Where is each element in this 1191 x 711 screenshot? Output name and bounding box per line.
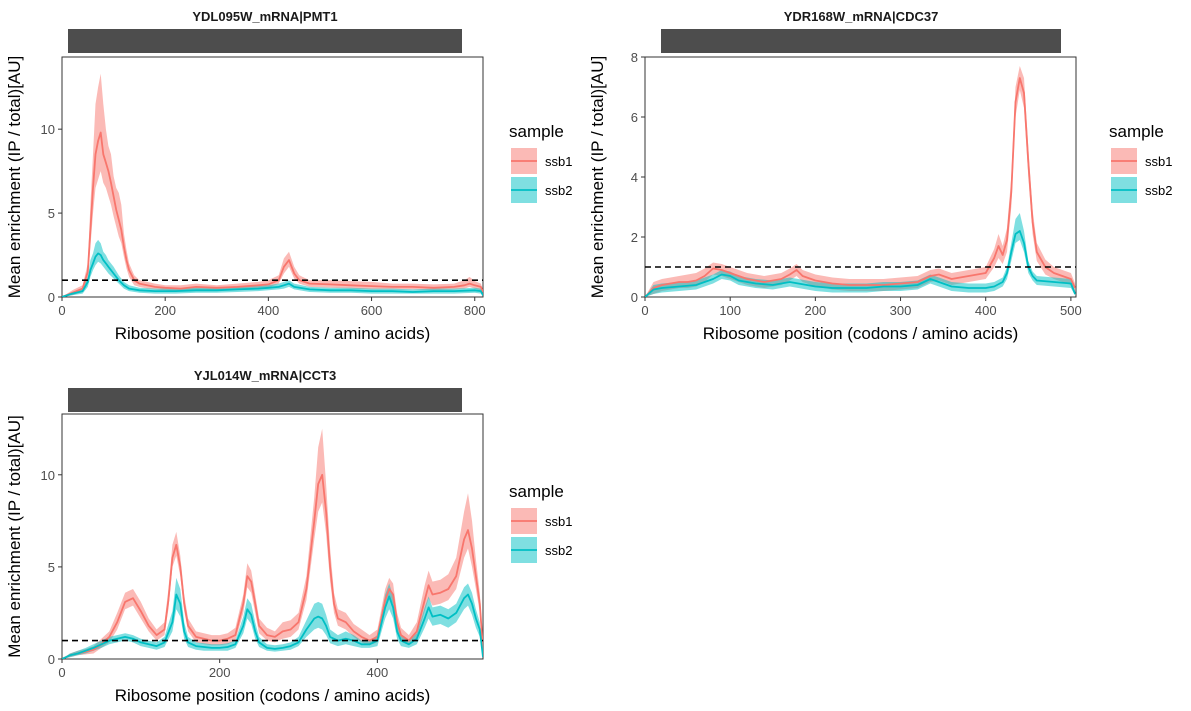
legend-label-ssb2: ssb2 bbox=[545, 543, 572, 558]
series-line-ssb2 bbox=[62, 252, 483, 297]
series-line-ssb2 bbox=[62, 593, 483, 659]
facet-title: YDR168W_mRNA|CDC37 bbox=[784, 9, 939, 24]
panel-border bbox=[61, 413, 484, 660]
x-tick-label: 500 bbox=[1060, 303, 1082, 318]
y-tick-label: 6 bbox=[631, 110, 638, 125]
series-line-ssb1 bbox=[62, 473, 483, 659]
series-line-ssb1 bbox=[645, 77, 1076, 297]
legend-label-ssb1: ssb1 bbox=[545, 514, 572, 529]
panel-1: YDR168W_mRNA|CDC37 0 100 200 300 400 500 0 2 4 6 8 R… bbox=[588, 9, 1172, 343]
x-tick-label: 200 bbox=[209, 665, 231, 680]
legend-title: sample bbox=[509, 122, 564, 141]
legend: sample ssb1 ssb2 bbox=[509, 122, 572, 203]
x-tick-label: 300 bbox=[890, 303, 912, 318]
y-tick-label: 0 bbox=[48, 652, 55, 667]
panel-0: YDL095W_mRNA|PMT1 0 200 400 600 800 0 5 10 Riboso… bbox=[5, 9, 572, 343]
facet-title: YDL095W_mRNA|PMT1 bbox=[192, 9, 337, 24]
y-tick-label: 8 bbox=[631, 50, 638, 65]
y-axis-title: Mean enrichment (IP / total)[AU] bbox=[588, 56, 607, 299]
panel-2: YJL014W_mRNA|CCT3 0 200 400 0 5 10 Ribosome pos… bbox=[5, 368, 572, 705]
panel-border bbox=[61, 56, 484, 298]
facet-title: YJL014W_mRNA|CCT3 bbox=[194, 368, 336, 383]
legend-label-ssb1: ssb1 bbox=[545, 154, 572, 169]
legend: sample ssb1 ssb2 bbox=[509, 482, 572, 563]
ribbon-ssb1 bbox=[62, 428, 483, 659]
data-layer bbox=[645, 66, 1076, 297]
y-tick-label: 5 bbox=[48, 206, 55, 221]
x-tick-label: 800 bbox=[464, 303, 486, 318]
x-tick-label: 200 bbox=[154, 303, 176, 318]
x-tick-label: 600 bbox=[361, 303, 383, 318]
x-axis-title: Ribosome position (codons / amino acids) bbox=[115, 324, 431, 343]
data-layer bbox=[62, 73, 483, 297]
x-tick-label: 0 bbox=[58, 303, 65, 318]
x-axis-title: Ribosome position (codons / amino acids) bbox=[115, 686, 431, 705]
legend-label-ssb2: ssb2 bbox=[1145, 183, 1172, 198]
data-layer bbox=[62, 428, 483, 659]
legend-title: sample bbox=[1109, 122, 1164, 141]
y-tick-label: 10 bbox=[41, 122, 55, 137]
ribbon-ssb2 bbox=[645, 213, 1076, 297]
facet-strip bbox=[68, 29, 462, 53]
x-tick-label: 0 bbox=[58, 665, 65, 680]
y-tick-label: 10 bbox=[41, 468, 55, 483]
legend-title: sample bbox=[509, 482, 564, 501]
y-axis-title: Mean enrichment (IP / total)[AU] bbox=[5, 415, 24, 658]
y-tick-label: 5 bbox=[48, 560, 55, 575]
y-axis-title: Mean enrichment (IP / total)[AU] bbox=[5, 56, 24, 299]
x-tick-label: 0 bbox=[641, 303, 648, 318]
y-tick-label: 4 bbox=[631, 170, 638, 185]
y-tick-label: 0 bbox=[631, 290, 638, 305]
x-tick-label: 400 bbox=[975, 303, 997, 318]
y-tick-label: 2 bbox=[631, 230, 638, 245]
x-tick-label: 200 bbox=[805, 303, 827, 318]
y-tick-label: 0 bbox=[48, 290, 55, 305]
series-line-ssb2 bbox=[645, 230, 1076, 297]
legend-label-ssb1: ssb1 bbox=[1145, 154, 1172, 169]
x-tick-label: 400 bbox=[258, 303, 280, 318]
x-tick-label: 100 bbox=[719, 303, 741, 318]
x-tick-label: 400 bbox=[367, 665, 389, 680]
legend: sample ssb1 ssb2 bbox=[1109, 122, 1172, 203]
legend-label-ssb2: ssb2 bbox=[545, 183, 572, 198]
facet-strip bbox=[68, 388, 462, 412]
facet-strip bbox=[661, 29, 1061, 53]
x-axis-title: Ribosome position (codons / amino acids) bbox=[703, 324, 1019, 343]
series-line-ssb1 bbox=[62, 131, 483, 297]
